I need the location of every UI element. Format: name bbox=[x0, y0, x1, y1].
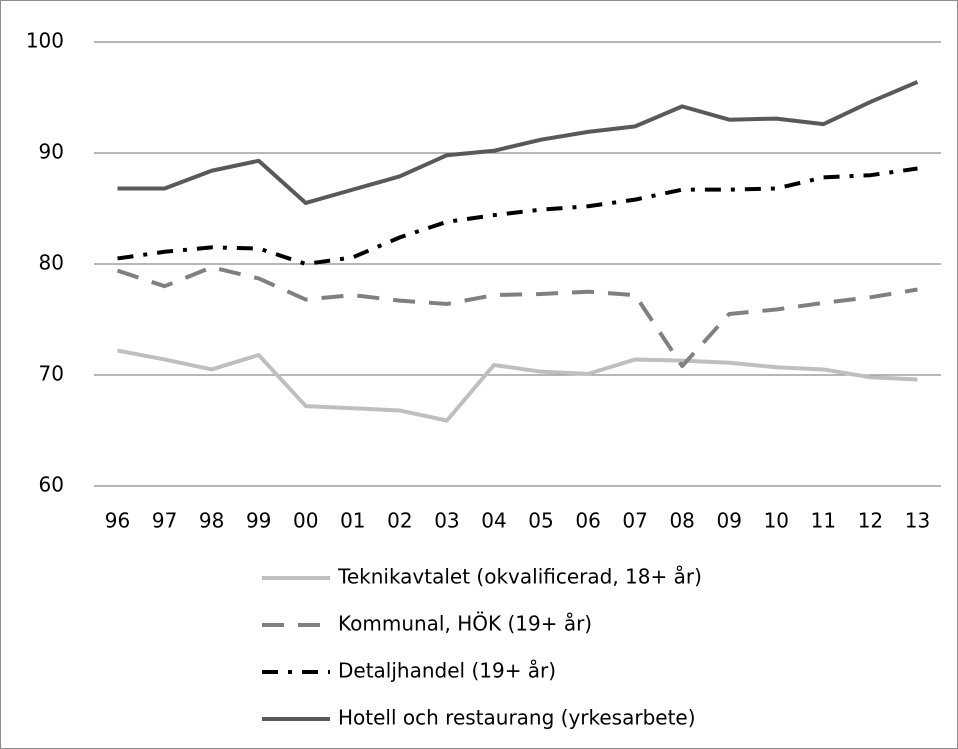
legend-label: Hotell och restaurang (yrkesarbete) bbox=[338, 706, 696, 730]
x-tick-label: 08 bbox=[669, 509, 694, 533]
y-tick-label: 60 bbox=[39, 473, 64, 497]
y-tick-label: 70 bbox=[39, 362, 64, 386]
x-tick-label: 96 bbox=[105, 509, 130, 533]
legend-label: Teknikavtalet (okvalificerad, 18+ år) bbox=[337, 565, 702, 589]
y-tick-label: 80 bbox=[39, 251, 64, 275]
x-tick-label: 00 bbox=[293, 509, 318, 533]
series-line bbox=[117, 166, 918, 266]
legend-label: Detaljhandel (19+ år) bbox=[338, 659, 556, 683]
x-tick-label: 09 bbox=[717, 509, 742, 533]
legend-label: Kommunal, HÖK (19+ år) bbox=[338, 612, 592, 636]
x-tick-label: 02 bbox=[387, 509, 412, 533]
x-tick-label: 97 bbox=[152, 509, 177, 533]
y-tick-label: 100 bbox=[26, 29, 64, 53]
x-tick-label: 01 bbox=[340, 509, 365, 533]
x-tick-label: 11 bbox=[811, 509, 836, 533]
series-line bbox=[117, 348, 918, 423]
x-tick-label: 05 bbox=[528, 509, 553, 533]
x-tick-label: 98 bbox=[199, 509, 224, 533]
x-tick-label: 12 bbox=[858, 509, 883, 533]
x-tick-label: 13 bbox=[905, 509, 930, 533]
x-tick-label: 99 bbox=[246, 509, 271, 533]
x-tick-label: 06 bbox=[575, 509, 600, 533]
x-tick-label: 10 bbox=[764, 509, 789, 533]
series-line bbox=[117, 80, 919, 205]
x-tick-label: 03 bbox=[434, 509, 459, 533]
x-tick-label: 04 bbox=[481, 509, 506, 533]
series-line bbox=[116, 265, 918, 369]
y-tick-label: 90 bbox=[39, 140, 64, 164]
x-tick-label: 07 bbox=[622, 509, 647, 533]
